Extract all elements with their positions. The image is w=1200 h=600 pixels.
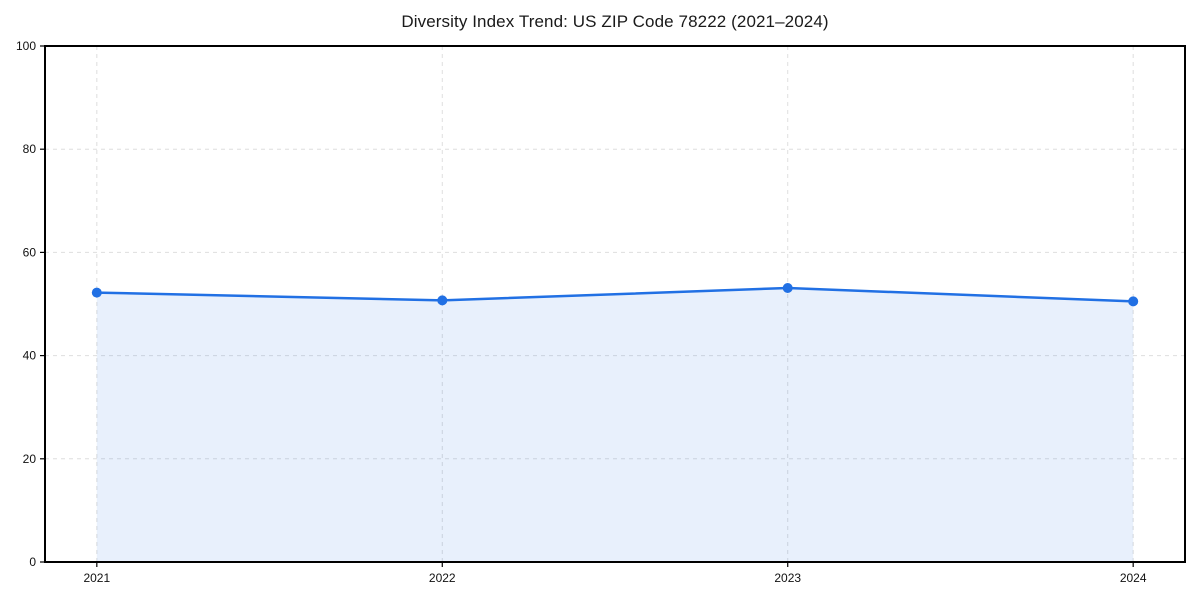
data-point <box>437 295 448 306</box>
data-point <box>782 283 793 293</box>
y-tick-label: 40 <box>23 349 37 363</box>
x-tick-label: 2022 <box>429 571 456 585</box>
y-tick-label: 100 <box>16 39 36 53</box>
x-tick-label: 2023 <box>774 571 801 585</box>
data-point <box>1128 296 1139 307</box>
trend-line <box>95 286 1135 303</box>
data-point <box>91 287 102 298</box>
axis-ticks: 0 20 40 60 80 100 2021 2022 2023 2024 <box>16 39 1147 585</box>
x-tick-label: 2021 <box>83 571 110 585</box>
y-tick-label: 0 <box>29 555 36 569</box>
x-tick-label: 2024 <box>1120 571 1147 585</box>
y-tick-label: 20 <box>23 452 37 466</box>
chart-title: Diversity Index Trend: US ZIP Code 78222… <box>401 12 829 31</box>
area-fill <box>96 288 1134 562</box>
plot-border <box>44 45 1186 563</box>
y-tick-label: 80 <box>23 142 37 156</box>
y-tick-label: 60 <box>23 245 37 259</box>
